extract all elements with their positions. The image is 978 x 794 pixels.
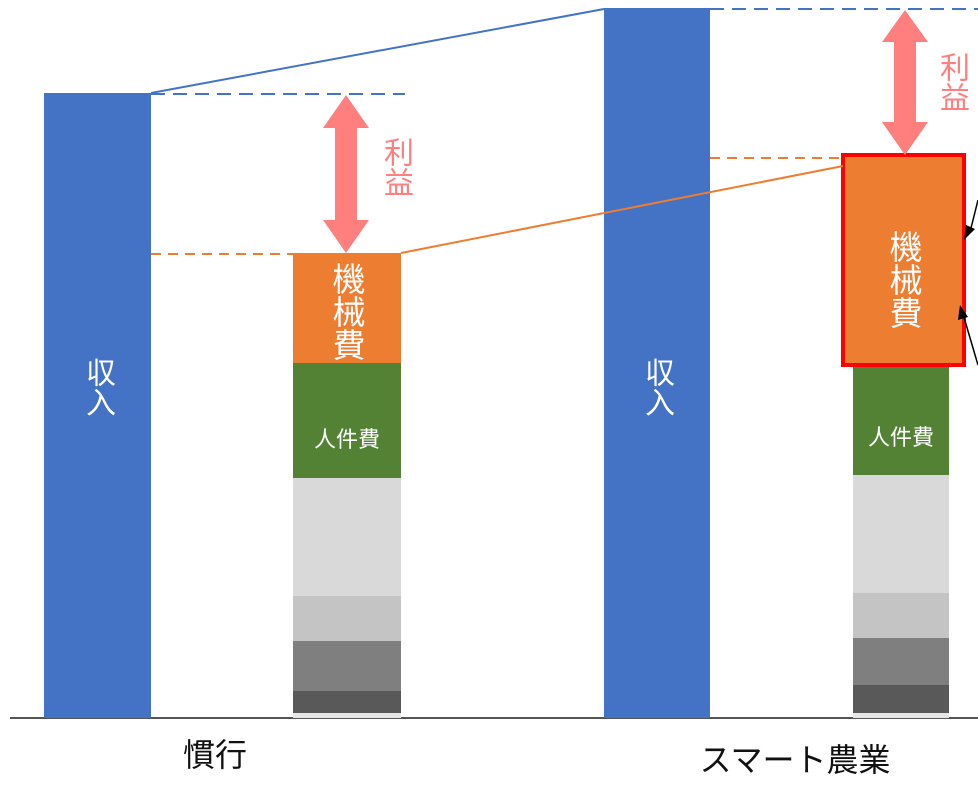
pointer-arrowhead-upper xyxy=(964,225,975,240)
machinery-bar-conventional xyxy=(293,253,401,363)
profit-arrow-smart xyxy=(882,10,928,155)
income-label-conventional: 収入 xyxy=(80,357,115,417)
pointer-line-upper xyxy=(969,199,978,233)
labor-bar-conventional xyxy=(293,363,401,478)
cost-connector xyxy=(400,165,844,254)
labor-label-conventional: 人件費 xyxy=(313,428,380,453)
profit-arrow-conventional xyxy=(323,95,369,253)
labor-label-smart: 人件費 xyxy=(867,426,934,451)
other-cost-3-smart xyxy=(853,638,949,685)
machinery-highlight-box xyxy=(841,153,966,367)
other-cost-5-conventional xyxy=(293,713,401,718)
category-label-smart: スマート農業 xyxy=(699,741,891,779)
labor-bar-smart xyxy=(853,365,949,475)
other-cost-4-smart xyxy=(853,685,949,713)
machinery-label-conventional: 機械費 xyxy=(327,262,366,361)
other-cost-1-conventional xyxy=(293,478,401,596)
income-label-smart: 収入 xyxy=(639,357,674,417)
pointer-line-lower xyxy=(962,313,978,366)
income-connector xyxy=(150,8,605,94)
other-cost-2-conventional xyxy=(293,596,401,641)
other-cost-1-smart xyxy=(853,475,949,593)
other-cost-2-smart xyxy=(853,593,949,638)
machinery-bar-smart xyxy=(843,155,964,365)
other-cost-5-smart xyxy=(853,713,949,718)
category-label-conventional: 慣行 xyxy=(182,736,247,774)
income-bar-smart xyxy=(604,8,710,718)
profit-label-conventional: 利益 xyxy=(378,137,413,197)
pointer-arrowhead-lower xyxy=(958,305,968,320)
income-bar-conventional xyxy=(44,93,151,718)
other-cost-3-conventional xyxy=(293,641,401,691)
other-cost-4-conventional xyxy=(293,691,401,713)
profit-label-smart: 利益 xyxy=(934,52,969,112)
machinery-label-smart: 機械費 xyxy=(884,230,923,329)
